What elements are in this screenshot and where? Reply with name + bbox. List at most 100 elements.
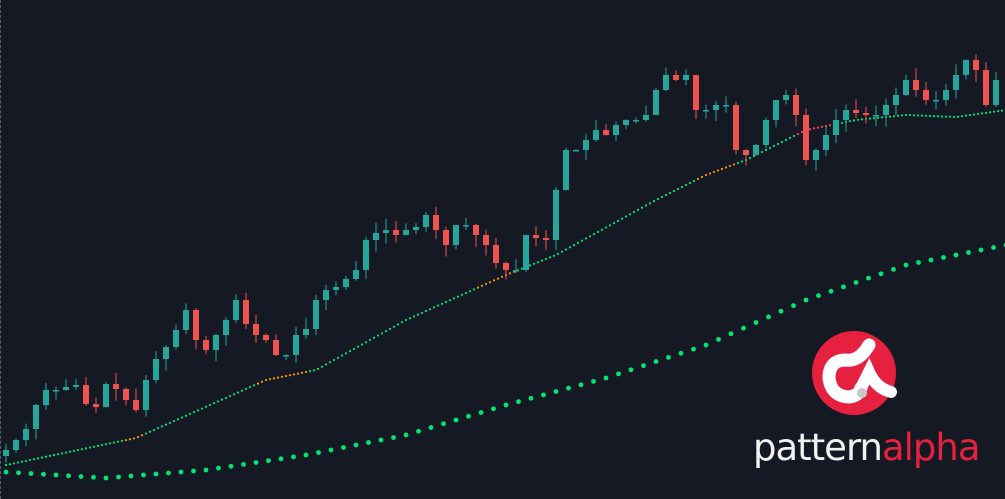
ma-fast-dot: [896, 114, 900, 117]
candle-body: [83, 385, 89, 404]
ma-fast-dot: [560, 250, 564, 253]
ma-fast-dot: [908, 114, 912, 117]
ma-fast-dot: [616, 219, 620, 222]
ma-fast-dot: [780, 140, 784, 144]
ma-fast-dot: [476, 286, 480, 289]
ma-fast-dot: [372, 336, 376, 339]
ma-fast-dot: [304, 370, 308, 374]
ma-fast-dot: [928, 114, 932, 118]
candle-body: [303, 329, 309, 335]
ma-fast-dot: [656, 197, 660, 201]
ma-fast-dot: [328, 361, 332, 364]
candle-body: [273, 340, 279, 355]
ma-fast-dot: [240, 389, 244, 392]
ma-fast-dot: [20, 460, 24, 463]
ma-slow-dot: [591, 378, 596, 384]
ma-fast-dot: [112, 441, 116, 444]
ma-fast-dot: [164, 423, 168, 426]
candle: [453, 224, 459, 250]
candle: [443, 226, 449, 257]
candle: [503, 261, 509, 280]
ma-fast-dot: [272, 377, 276, 380]
ma-fast-dot: [276, 376, 280, 379]
ma-fast-dot: [620, 217, 624, 220]
ma-slow-dot: [753, 320, 759, 325]
ma-fast-dot: [528, 264, 532, 267]
candle-body: [643, 115, 649, 120]
candle-body: [423, 215, 429, 227]
candle: [633, 117, 639, 124]
candle: [403, 223, 409, 236]
ma-slow-dot: [328, 447, 334, 453]
candle-body: [53, 390, 59, 392]
candle: [373, 222, 379, 252]
ma-fast-dot: [48, 454, 52, 457]
candle-body: [813, 150, 819, 160]
ma-fast-dot: [416, 313, 420, 316]
candle-body: [563, 150, 569, 190]
candle-body: [803, 115, 809, 160]
ma-fast-dot: [876, 116, 880, 119]
candle-body: [513, 270, 519, 272]
ma-fast-dot: [892, 115, 896, 118]
candle-body: [843, 110, 849, 120]
ma-fast-dot: [628, 213, 632, 216]
candle: [213, 334, 219, 362]
candle: [273, 334, 279, 357]
candle-body: [733, 105, 739, 150]
ma-slow-dot: [216, 465, 221, 471]
ma-fast-dot: [408, 317, 412, 320]
ma-fast-dot: [604, 226, 608, 229]
candle-body: [713, 105, 719, 110]
ma-slow-dot: [778, 308, 784, 314]
ma-fast-dot: [184, 414, 188, 417]
candle-body: [463, 225, 469, 227]
ma-fast-dot: [148, 430, 152, 433]
ma-fast-dot: [108, 442, 112, 445]
ma-fast-dot: [768, 146, 772, 150]
candle-body: [353, 270, 359, 279]
ma-fast-dot: [152, 428, 156, 432]
ma-fast-dot: [40, 456, 44, 459]
candle-body: [383, 230, 389, 233]
ma-fast-dot: [556, 252, 560, 255]
ma-fast-dot: [724, 166, 728, 169]
candle: [883, 98, 889, 127]
ma-fast-dot: [376, 334, 380, 337]
ma-fast-dot: [548, 256, 552, 259]
ma-fast-dot: [192, 411, 196, 414]
ma-fast-dot: [224, 396, 228, 399]
candle: [473, 223, 479, 247]
candle-body: [243, 300, 249, 324]
ma-fast-dot: [292, 373, 296, 376]
ma-fast-dot: [400, 321, 404, 324]
candle-body: [103, 384, 109, 407]
candle: [33, 404, 39, 440]
ma-fast-dot: [244, 387, 248, 391]
candle-body: [603, 130, 609, 135]
ma-fast-dot: [384, 330, 388, 333]
ma-fast-dot: [944, 115, 948, 118]
ma-fast-dot: [988, 111, 992, 114]
candle-body: [173, 330, 179, 347]
ma-fast-dot: [260, 380, 264, 383]
candle-body: [453, 225, 459, 245]
ma-fast-dot: [196, 409, 200, 412]
candle: [253, 314, 259, 343]
candle-body: [523, 235, 529, 270]
ma-fast-dot: [312, 369, 316, 372]
candle-body: [123, 389, 129, 400]
ma-fast-dot: [860, 118, 864, 121]
candle: [73, 379, 79, 390]
candle: [803, 108, 809, 166]
ma-fast-dot: [840, 121, 844, 124]
ma-fast-dot: [116, 440, 120, 443]
ma-slow-dot: [203, 467, 209, 473]
ma-fast-dot: [412, 315, 416, 318]
candle: [263, 333, 269, 343]
candle: [993, 71, 999, 108]
ma-fast-dot: [464, 291, 468, 295]
ma-fast-dot: [568, 246, 572, 249]
